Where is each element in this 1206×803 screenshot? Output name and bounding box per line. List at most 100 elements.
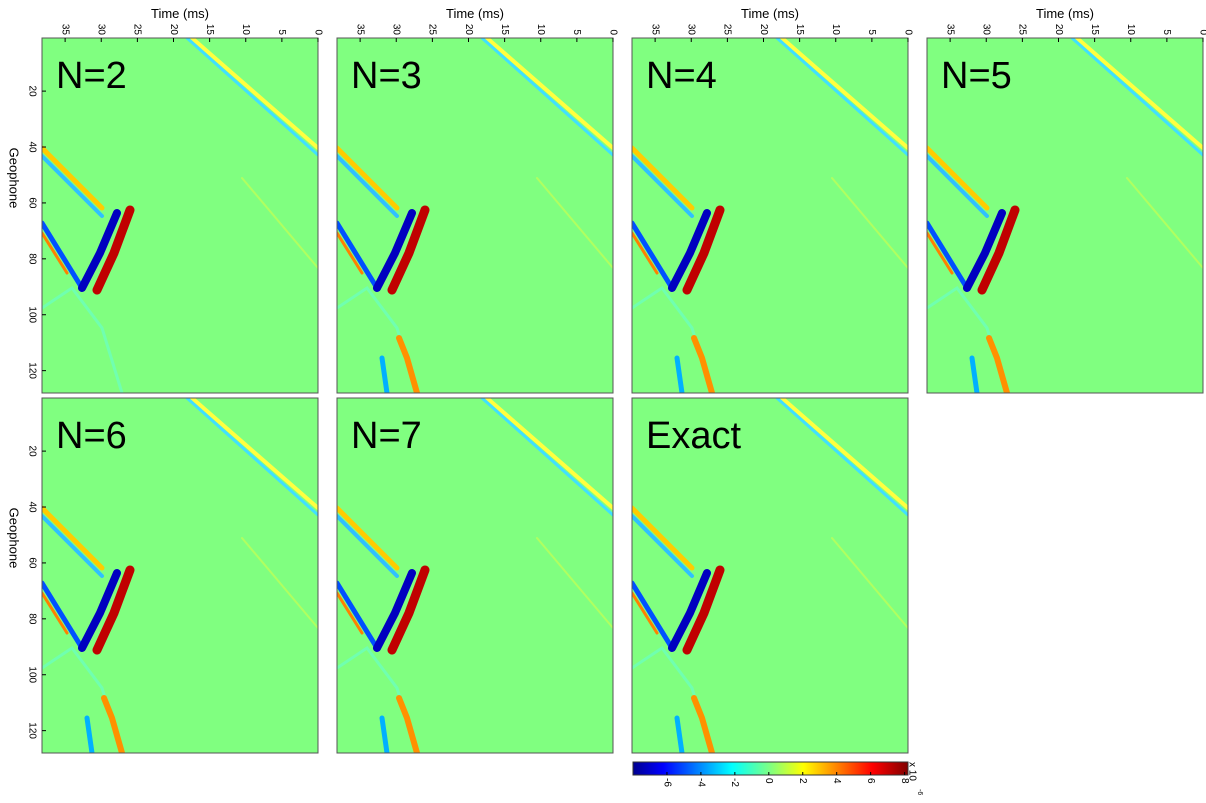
colorbar-exponent: -6 <box>916 789 923 795</box>
wavefield-stripe <box>780 38 908 150</box>
wavefield-stripe <box>927 154 989 218</box>
wavefield-stripe <box>42 285 124 393</box>
panel-title: Exact <box>646 415 741 457</box>
wavefield-stripe <box>190 38 318 150</box>
panel: N=7 <box>336 397 614 754</box>
wavefield-stripe <box>682 205 725 295</box>
x-tick-label: 15 <box>1089 24 1100 36</box>
x-axis-label: Time (ms) <box>151 6 209 21</box>
x-tick-label: 25 <box>722 24 733 36</box>
wavefield <box>927 38 1203 393</box>
wavefield-stripe <box>379 715 390 753</box>
x-tick-label: 35 <box>649 24 660 36</box>
wavefield-stripe <box>1070 38 1203 157</box>
colorbar-tick-label: -6 <box>661 778 672 787</box>
x-tick-label: 0 <box>607 29 618 35</box>
colorbar-tick-label: 4 <box>831 778 842 784</box>
x-tick-label: 25 <box>427 24 438 36</box>
wavefield-stripe <box>632 154 694 218</box>
wavefield-stripe <box>78 569 121 652</box>
wavefield-stripe <box>632 505 695 571</box>
heatmap-background <box>337 398 613 753</box>
wavefield-stripe <box>337 591 364 635</box>
panel-title: N=2 <box>56 55 127 97</box>
panel: N=3 35 30 25 20 15 10 5 0 Time (ms) <box>336 6 618 394</box>
wavefield-stripe <box>674 355 685 393</box>
wavefield-stripe <box>775 398 908 517</box>
x-tick-label: 10 <box>830 24 841 36</box>
wavefield-stripe <box>337 220 380 291</box>
heatmap-background <box>632 398 908 753</box>
x-tick-label: 5 <box>571 29 582 35</box>
wavefield-stripe <box>668 569 711 652</box>
y-tick-label: 120 <box>26 722 37 739</box>
x-tick-label: 20 <box>463 24 474 36</box>
wavefield-stripe <box>632 580 675 651</box>
wavefield-stripe <box>92 565 135 655</box>
wavefield-stripe <box>986 335 1010 393</box>
wavefield-stripe <box>831 177 908 269</box>
heatmap-background <box>927 38 1203 393</box>
panel-frame <box>41 397 319 754</box>
heatmap-background <box>42 38 318 393</box>
wavefield-stripe <box>42 591 69 635</box>
wavefield <box>632 38 908 393</box>
panel-title: N=4 <box>646 55 717 97</box>
x-axis-label: Time (ms) <box>446 6 504 21</box>
x-tick-label: 35 <box>354 24 365 36</box>
y-tick-label: 20 <box>26 86 37 98</box>
wavefield-stripe <box>480 38 613 157</box>
wavefield-stripe <box>387 205 430 295</box>
panel: N=4 35 30 25 20 15 10 5 0 Time (ms) <box>631 6 913 394</box>
y-tick-label: 20 <box>26 446 37 458</box>
wavefield-stripe <box>977 205 1020 295</box>
wavefield-stripe <box>396 335 420 393</box>
wavefield-stripe <box>674 715 685 753</box>
y-tick-label: 80 <box>26 613 37 625</box>
y-tick-label: 40 <box>26 501 37 513</box>
panel-frame <box>631 37 909 394</box>
x-tick-label: 0 <box>902 29 913 35</box>
wavefield-stripe <box>241 177 318 269</box>
x-tick-label: 10 <box>535 24 546 36</box>
colorbar-tick-label: 8 <box>899 778 910 784</box>
panel-frame <box>631 397 909 754</box>
wavefield-stripe <box>536 537 613 629</box>
colorbar-label: x 10 <box>906 762 917 781</box>
x-tick-label: 30 <box>391 24 402 36</box>
panel: N=6 20 40 60 80 100 120 Geophone <box>7 397 319 754</box>
wavefield-stripe <box>78 209 121 292</box>
x-tick-label: 20 <box>1053 24 1064 36</box>
wavefield <box>632 398 908 753</box>
x-tick-label: 30 <box>981 24 992 36</box>
wavefield-stripe <box>632 220 675 291</box>
wavefield-stripe <box>927 231 954 275</box>
wavefield-stripe <box>632 145 695 211</box>
y-tick-label: 120 <box>26 362 37 379</box>
wavefield-stripe <box>668 209 711 292</box>
heatmap-background <box>337 38 613 393</box>
x-tick-label: 25 <box>1017 24 1028 36</box>
wavefield-stripe <box>42 220 85 291</box>
wavefield-stripe <box>337 145 400 211</box>
wavefield-stripe <box>185 38 318 157</box>
wavefield-stripe <box>780 398 908 510</box>
x-tick-label: 20 <box>168 24 179 36</box>
wavefield-stripe <box>632 514 694 578</box>
y-tick-label: 100 <box>26 306 37 323</box>
x-tick-label: 15 <box>204 24 215 36</box>
x-tick-label: 30 <box>686 24 697 36</box>
panel-title: N=5 <box>941 55 1012 97</box>
x-axis-label: Time (ms) <box>741 6 799 21</box>
wavefield <box>337 38 613 393</box>
wavefield-stripe <box>775 38 908 157</box>
x-tick-label: 15 <box>499 24 510 36</box>
wavefield-stripe <box>373 569 416 652</box>
wavefield-stripe <box>101 695 125 753</box>
wavefield-stripe <box>691 335 715 393</box>
wavefield <box>337 398 613 753</box>
wavefield-stripe <box>185 398 318 517</box>
wavefield-stripe <box>485 398 613 510</box>
wavefield-stripe <box>42 514 104 578</box>
